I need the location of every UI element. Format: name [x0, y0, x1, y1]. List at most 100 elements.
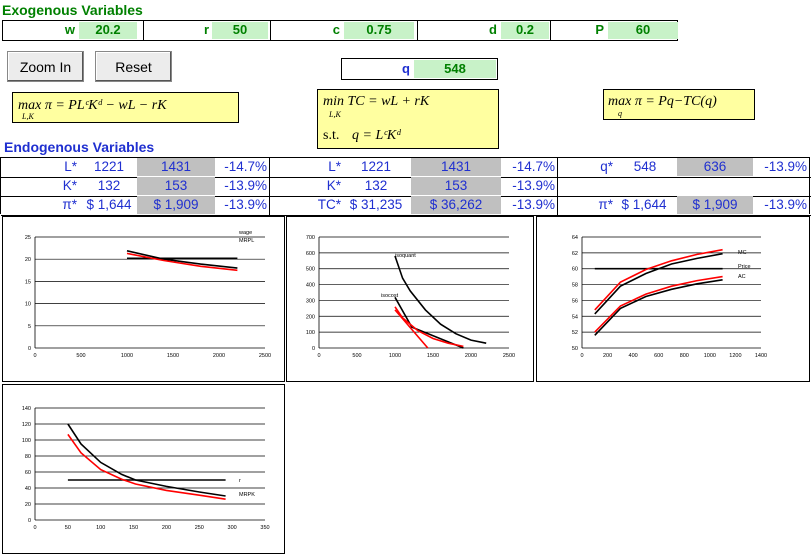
- y-tick-label: 64: [572, 235, 578, 241]
- x-tick-label: 0: [580, 353, 583, 359]
- y-tick-label: 300: [306, 298, 315, 304]
- endo-value-new: 1431: [137, 158, 215, 176]
- endo-value: $ 1,644: [86, 197, 132, 212]
- x-tick-label: 2500: [503, 353, 515, 359]
- x-tick-label: 0: [317, 353, 320, 359]
- exo-label-r: r: [203, 22, 209, 37]
- exo-cell-d: d 0.2: [417, 21, 551, 40]
- endo-pct: -13.9%: [764, 197, 807, 212]
- curve-label: MC: [738, 250, 747, 256]
- x-tick-label: 300: [228, 525, 237, 531]
- endo-pct: -14.7%: [512, 159, 555, 174]
- endo-value-new: $ 1,909: [677, 196, 753, 214]
- endo-value-new: $ 36,262: [411, 196, 501, 214]
- labor-market-chart: 0 5 10 15 20 25 0 500 1000 1500 2000 2500 wage MRPL: [2, 216, 285, 382]
- y-tick-label: 52: [572, 330, 578, 336]
- exo-cell-r: r 50: [143, 21, 271, 40]
- x-tick-label: 2000: [213, 353, 225, 359]
- y-tick-label: 140: [22, 406, 31, 412]
- endo-value-new: 153: [411, 177, 501, 195]
- y-tick-label: 15: [25, 279, 31, 285]
- x-tick-label: 1500: [427, 353, 439, 359]
- curve-label: MRPK: [239, 492, 255, 498]
- endo-value: 1221: [360, 159, 392, 174]
- exo-input-d[interactable]: 0.2: [501, 22, 549, 39]
- y-tick-label: 50: [572, 346, 578, 352]
- capital-market-chart: 0 20 40 60 80 100 120 140 0 50 100 150 200 250 300 350 r…: [2, 384, 285, 554]
- series-mrpk: [67, 423, 226, 497]
- endo-label: [573, 177, 613, 195]
- exo-input-w[interactable]: 20.2: [79, 22, 137, 39]
- series-ac: [594, 279, 723, 336]
- series-line: [594, 248, 723, 311]
- x-tick-label: 1000: [704, 353, 716, 359]
- y-tick-label: 80: [25, 454, 31, 460]
- endo-label: q*: [600, 159, 613, 174]
- cost-curves-chart: 50 52 54 56 58 60 62 64 0 200 400 600 800 1000 1200 140…: [536, 216, 810, 382]
- endo-value: [617, 177, 673, 195]
- cost-min-constraint: q = LᶜKᵈ: [352, 128, 401, 143]
- endo-value-new: 153: [137, 177, 215, 195]
- isoquant-chart-svg: 0 100 200 300 400 500 600 700 0 500 1000 1500 2000 25…: [306, 235, 515, 359]
- endo-value-new: 1431: [411, 158, 501, 176]
- series-isocost: [394, 296, 464, 349]
- curve-label: MRPL: [239, 238, 254, 244]
- exo-input-r[interactable]: 50: [212, 22, 268, 39]
- reset-button[interactable]: Reset: [95, 51, 172, 82]
- endo-label: TC*: [317, 197, 341, 212]
- x-tick-label: 0: [33, 353, 36, 359]
- exo-cell-w: w 20.2: [3, 21, 144, 40]
- endo-label: L*: [64, 159, 77, 174]
- y-tick-label: 0: [312, 346, 315, 352]
- cost-min-expression: min TC = wL + rK: [323, 94, 430, 109]
- q-label: q: [402, 61, 410, 76]
- exo-input-p[interactable]: 60: [608, 22, 678, 39]
- series-line: [67, 433, 226, 500]
- y-tick-label: 400: [306, 283, 315, 289]
- zoom-in-button[interactable]: Zoom In: [7, 51, 84, 82]
- curve-label: Price: [738, 264, 751, 270]
- exo-input-c[interactable]: 0.75: [344, 22, 414, 39]
- y-tick-label: 0: [28, 518, 31, 524]
- endo-value-new: 636: [677, 158, 753, 176]
- exo-label-c: c: [332, 22, 340, 37]
- endo-value: $ 1,644: [621, 197, 667, 212]
- y-tick-label: 40: [25, 486, 31, 492]
- x-tick-label: 250: [195, 525, 204, 531]
- endo-value: 132: [364, 178, 388, 193]
- y-tick-label: 100: [306, 330, 315, 336]
- x-tick-label: 1000: [389, 353, 401, 359]
- endo-pct: -13.9%: [512, 178, 555, 193]
- profit-max-formula: max π = PLᶜKᵈ − wL − rK L,K: [12, 92, 239, 123]
- exogenous-row: w 20.2 r 50 c 0.75 d 0.2 P 60: [2, 20, 678, 41]
- y-tick-label: 5: [28, 324, 31, 330]
- exo-cell-p: P 60: [550, 21, 678, 40]
- endo-label: π*: [598, 197, 613, 212]
- profit-max-subscript: L,K: [22, 112, 34, 121]
- endo-value: 132: [97, 178, 121, 193]
- q-input[interactable]: 548: [414, 60, 496, 78]
- endo-pct: -14.7%: [224, 159, 267, 174]
- q-field: q 548: [341, 58, 498, 80]
- series-mc: [594, 252, 723, 315]
- x-tick-label: 350: [260, 525, 269, 531]
- output-max-subscript: q: [618, 109, 622, 118]
- endo-label: K*: [62, 178, 77, 193]
- y-tick-label: 20: [25, 257, 31, 263]
- y-tick-label: 0: [28, 346, 31, 352]
- x-tick-label: 600: [654, 353, 663, 359]
- x-tick-label: 100: [96, 525, 105, 531]
- exo-cell-c: c 0.75: [270, 21, 418, 40]
- endo-value: $ 31,235: [349, 197, 403, 212]
- output-max-expression: max π = Pq−TC(q): [608, 94, 717, 109]
- x-tick-label: 0: [33, 525, 36, 531]
- y-tick-label: 10: [25, 302, 31, 308]
- endo-pct: -13.9%: [512, 197, 555, 212]
- cost-min-subscript: L,K: [329, 110, 341, 119]
- y-tick-label: 100: [22, 438, 31, 444]
- y-tick-label: 60: [572, 267, 578, 273]
- x-tick-label: 150: [129, 525, 138, 531]
- endo-value-new: $ 1,909: [137, 196, 215, 214]
- y-tick-label: 62: [572, 251, 578, 257]
- exo-label-w: w: [64, 22, 75, 37]
